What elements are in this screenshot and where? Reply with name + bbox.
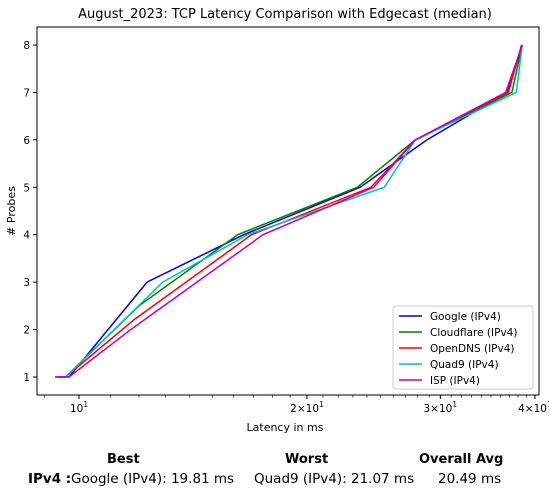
best-value: Google (IPv4): 19.81 ms (71, 471, 235, 487)
overall-avg-value: 20.49 ms (438, 471, 502, 487)
legend-items: Google (IPv4) Cloudflare (IPv4) OpenDNS (I… (399, 311, 517, 387)
y-axis: 1 2 3 4 5 6 7 8 (23, 40, 37, 384)
chart-title: August_2023: TCP Latency Comparison with… (78, 7, 492, 22)
ipv4-row-label: IPv4 : (28, 471, 72, 487)
series-line-2 (55, 44, 523, 378)
legend: Google (IPv4) Cloudflare (IPv4) OpenDNS (I… (392, 305, 534, 390)
y-tick-label-5: 6 (23, 135, 30, 147)
worst-value: Quad9 (IPv4): 21.07 ms (254, 471, 415, 487)
y-tick-label-2: 3 (23, 277, 30, 289)
legend-label-1: Cloudflare (IPv4) (430, 327, 517, 339)
y-tick-label-1: 2 (23, 325, 30, 337)
series-line-4 (55, 44, 524, 378)
y-axis-label: # Probes (5, 186, 18, 236)
plot-series (55, 44, 524, 378)
y-tick-label-0: 1 (23, 372, 30, 384)
series-line-3 (58, 44, 524, 378)
x-tick-label-0: 101 (70, 400, 88, 415)
x-tick-label-1: 2×101 (290, 400, 324, 415)
legend-label-2: OpenDNS (IPv4) (430, 343, 515, 355)
y-tick-label-3: 4 (23, 230, 30, 242)
y-tick-label-7: 8 (23, 40, 30, 52)
legend-box (392, 305, 534, 390)
worst-header: Worst (285, 452, 329, 467)
x-tick-label-3: 4×101 (518, 400, 549, 415)
legend-label-0: Google (IPv4) (430, 311, 501, 323)
x-axis-label: Latency in ms (247, 421, 324, 434)
best-header: Best (107, 452, 140, 467)
legend-label-4: ISP (IPv4) (430, 375, 480, 387)
latency-chart: August_2023: TCP Latency Comparison with… (5, 7, 549, 434)
plot-frame (36, 26, 540, 396)
y-tick-label-4: 5 (23, 182, 30, 194)
legend-label-3: Quad9 (IPv4) (430, 359, 499, 371)
y-tick-label-6: 7 (23, 87, 30, 99)
summary-table: Best Worst Overall Avg IPv4 : Google (IP… (0, 448, 549, 496)
x-axis: 101 2×101 3×101 4×101 (44, 395, 549, 415)
overall-avg-header: Overall Avg (419, 452, 504, 467)
x-tick-label-2: 3×101 (423, 400, 457, 415)
